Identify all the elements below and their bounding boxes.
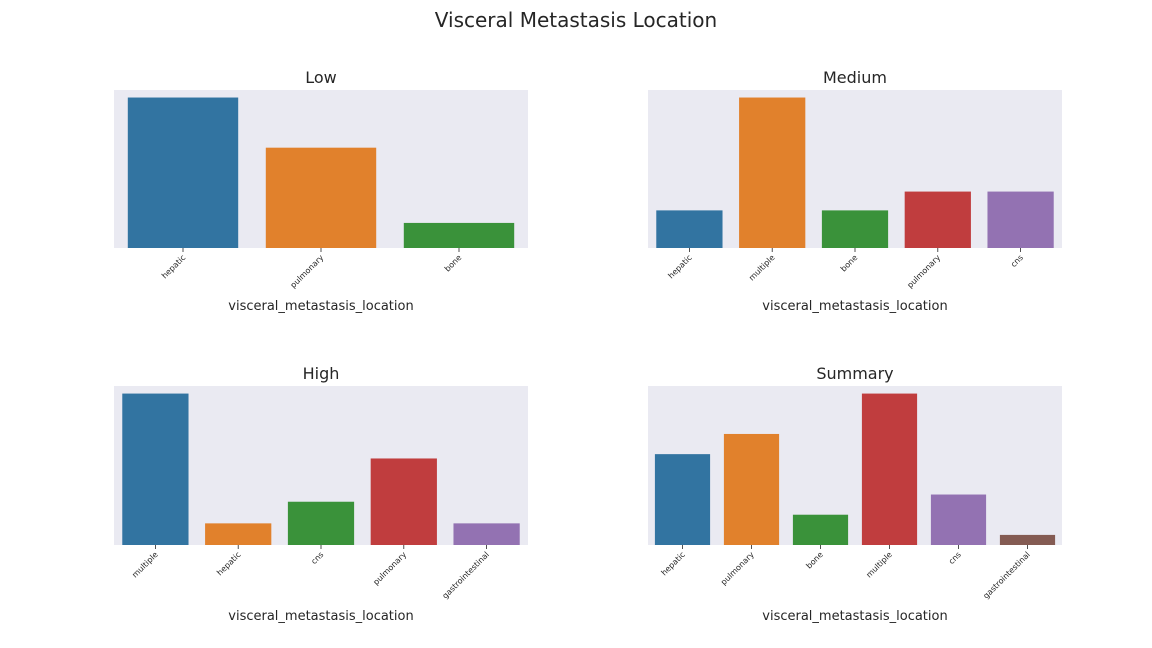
x-tick-label: pulmonary <box>719 550 756 587</box>
x-tick-label: multiple <box>864 550 894 580</box>
x-tick-label: multiple <box>747 253 777 283</box>
bar <box>654 454 711 545</box>
x-tick-label: bone <box>804 550 825 571</box>
bar <box>904 191 971 248</box>
x-tick-label: cns <box>1009 253 1025 269</box>
x-tick-label: gastrointestinal <box>981 550 1031 600</box>
plot-area <box>648 386 1062 545</box>
bar <box>205 523 272 545</box>
page-title: Visceral Metastasis Location <box>434 8 718 32</box>
bar <box>792 514 849 545</box>
x-axis-label: visceral_metastasis_location <box>228 609 413 624</box>
bar <box>821 210 889 248</box>
x-tick-label: multiple <box>130 550 160 580</box>
x-tick-label: pulmonary <box>371 550 408 587</box>
x-tick-label: bone <box>839 253 860 274</box>
bar <box>127 97 239 249</box>
bar <box>739 97 806 249</box>
x-axis-label: visceral_metastasis_location <box>228 299 413 314</box>
bar <box>370 458 437 545</box>
subplot-2: multiple hepatic cns pulmonary gastrointesti… <box>114 364 528 624</box>
x-tick-label: hepatic <box>160 253 187 280</box>
subplot-title: Summary <box>816 364 893 383</box>
subplot-3: hepatic pulmonary bone multiple cns gastroint… <box>648 364 1062 624</box>
x-axis-label: visceral_metastasis_location <box>762 299 947 314</box>
x-tick-label: cns <box>947 550 963 566</box>
bar <box>723 433 780 545</box>
bar <box>453 523 520 545</box>
x-tick-label: hepatic <box>666 253 693 280</box>
x-tick-label: pulmonary <box>905 253 942 290</box>
bar <box>122 393 189 545</box>
bar <box>403 222 515 248</box>
x-tick-label: hepatic <box>660 550 687 577</box>
bar <box>861 393 918 545</box>
x-tick-label: pulmonary <box>289 253 326 290</box>
bar <box>265 147 377 248</box>
bar <box>930 494 987 545</box>
x-tick-label: hepatic <box>215 550 242 577</box>
x-tick-label: gastrointestinal <box>441 550 491 600</box>
subplot-title: Medium <box>823 68 887 87</box>
x-axis-label: visceral_metastasis_location <box>762 609 947 624</box>
subplot-title: Low <box>305 68 337 87</box>
x-tick-label: cns <box>309 550 325 566</box>
bar <box>987 191 1054 248</box>
subplot-0: hepatic pulmonary bone Low visceral_metastas… <box>114 68 528 314</box>
subplot-1: hepatic multiple bone pulmonary cns Medium vis… <box>648 68 1062 314</box>
bar <box>656 210 723 248</box>
subplot-title: High <box>303 364 340 383</box>
x-tick-label: bone <box>443 253 464 274</box>
bar <box>287 501 355 545</box>
bar <box>999 534 1056 545</box>
